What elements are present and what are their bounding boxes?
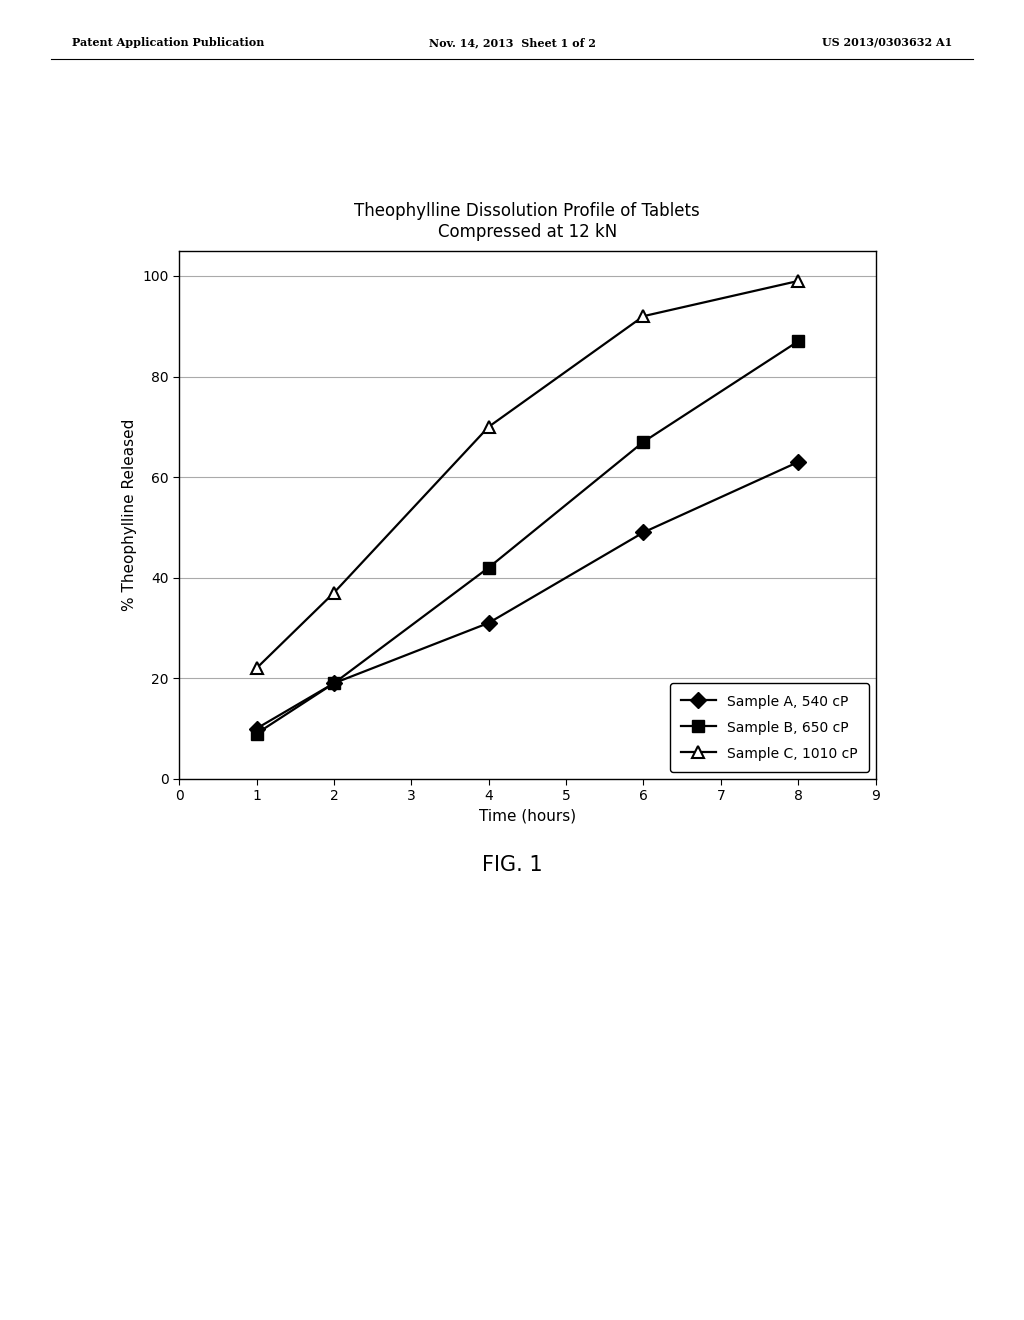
Sample C, 1010 cP (482, 418, 495, 434)
Text: Patent Application Publication: Patent Application Publication (72, 37, 264, 48)
Line: Sample C, 1010 cP: Sample C, 1010 cP (250, 275, 805, 675)
Text: US 2013/0303632 A1: US 2013/0303632 A1 (822, 37, 952, 48)
Sample B, 650 cP (637, 434, 649, 450)
Sample B, 650 cP (482, 560, 495, 576)
Sample A, 540 cP (482, 615, 495, 631)
X-axis label: Time (hours): Time (hours) (479, 809, 575, 824)
Text: FIG. 1: FIG. 1 (481, 854, 543, 875)
Sample A, 540 cP (792, 454, 804, 470)
Legend: Sample A, 540 cP, Sample B, 650 cP, Sample C, 1010 cP: Sample A, 540 cP, Sample B, 650 cP, Samp… (670, 682, 868, 772)
Sample B, 650 cP (328, 676, 340, 692)
Line: Sample A, 540 cP: Sample A, 540 cP (251, 457, 804, 734)
Sample C, 1010 cP (251, 660, 263, 676)
Sample A, 540 cP (637, 524, 649, 540)
Sample B, 650 cP (251, 726, 263, 742)
Sample A, 540 cP (251, 721, 263, 737)
Sample B, 650 cP (792, 334, 804, 350)
Sample C, 1010 cP (792, 273, 804, 289)
Text: Nov. 14, 2013  Sheet 1 of 2: Nov. 14, 2013 Sheet 1 of 2 (429, 37, 595, 48)
Line: Sample B, 650 cP: Sample B, 650 cP (251, 335, 804, 739)
Y-axis label: % Theophylline Released: % Theophylline Released (122, 418, 137, 611)
Sample C, 1010 cP (637, 309, 649, 325)
Sample A, 540 cP (328, 676, 340, 692)
Title: Theophylline Dissolution Profile of Tablets
Compressed at 12 kN: Theophylline Dissolution Profile of Tabl… (354, 202, 700, 242)
Sample C, 1010 cP (328, 585, 340, 601)
